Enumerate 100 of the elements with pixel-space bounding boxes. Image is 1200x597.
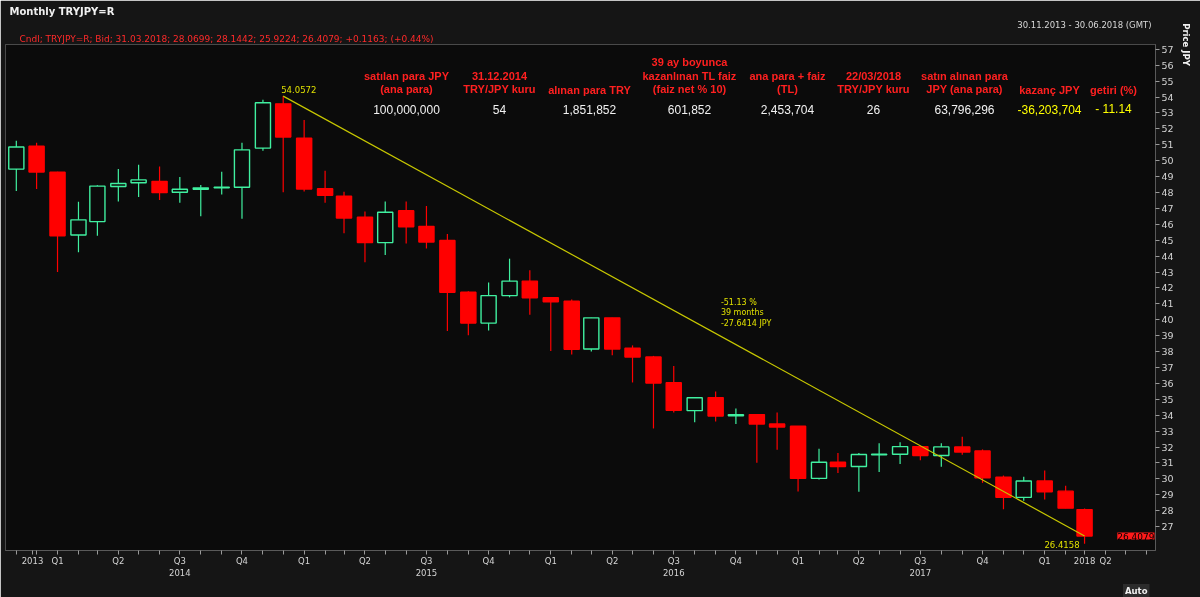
candlestick (171, 176, 189, 204)
x-tick-label: Q2 (1099, 555, 1112, 566)
y-tick-label: 30 (1161, 473, 1174, 485)
candlestick (686, 396, 703, 423)
y-tick-label: 27 (1161, 521, 1174, 533)
x-tick-label: Q4 (729, 555, 742, 566)
annotation: 54 (492, 102, 507, 117)
x-tick-label: Q4 (235, 555, 249, 566)
x-tick-label: Q2 (112, 555, 125, 566)
candlestick (1036, 469, 1053, 501)
candlestick (335, 191, 353, 234)
y-tick-label: 45 (1161, 234, 1174, 246)
y-tick-label: 33 (1161, 425, 1174, 437)
x-tick-label: Q3 2017 (909, 555, 932, 578)
y-tick-label: 31 (1161, 457, 1174, 469)
y-tick-label: 41 (1161, 298, 1174, 310)
annotation: 1,851,852 (562, 102, 617, 117)
y-tick-label: 28 (1161, 505, 1174, 517)
y-tick-label: 48 (1161, 186, 1174, 198)
candlestick (316, 170, 334, 204)
y-tick-label: 44 (1161, 250, 1174, 262)
candlestick (542, 296, 560, 352)
candlestick (213, 171, 230, 195)
annotation: 601,852 (667, 102, 712, 117)
annotation: getiri (%) (1089, 83, 1138, 96)
candlestick (850, 452, 868, 493)
data-label: 54.0572 (281, 85, 317, 96)
annotation: -36,203,704 (1017, 102, 1082, 117)
x-tick-label: Q4 (976, 555, 989, 566)
annotation: 26 (866, 102, 881, 117)
y-tick-label: 36 (1161, 377, 1174, 389)
candlestick (110, 168, 127, 202)
y-tick-label: 55 (1161, 75, 1174, 87)
annotation: alınan para TRY (548, 83, 632, 96)
x-tick-label: Q1 (792, 555, 805, 566)
candlestick (70, 201, 87, 253)
annotation: -51.13 % 39 months -27.6414 JPY (720, 298, 772, 328)
y-tick-label: 52 (1161, 123, 1174, 135)
text: Auto (1124, 586, 1148, 596)
candlestick (829, 452, 847, 474)
annotation: kazanç JPY (1019, 83, 1081, 96)
y-tick-label: 38 (1161, 346, 1174, 358)
y-tick-label: 54 (1161, 91, 1174, 103)
y-tick-label: 37 (1161, 362, 1174, 374)
x-tick-label: 2018 (1073, 555, 1096, 566)
annotation: 31.12.2014 TRY/JPY kuru (463, 69, 536, 96)
candlestick (891, 441, 909, 465)
x-tick-label: Q3 2014 (169, 555, 191, 578)
candlestick (624, 344, 641, 384)
y-tick-label: 53 (1161, 107, 1174, 119)
y-tick-label: 32 (1161, 441, 1174, 453)
annotation: 39 ay boyunca kazanlınan TL faiz (faiz net % 10) (642, 55, 737, 96)
y-tick-label: 42 (1161, 282, 1174, 294)
chart-title: Monthly TRYJPY=R (9, 6, 115, 17)
x-tick-label: Q2 (358, 555, 372, 566)
annotation: satın alınan para JPY (ana para) (921, 69, 1009, 96)
y-tick-label: 47 (1161, 202, 1174, 214)
y-tick-label: 56 (1161, 59, 1174, 71)
y-tick-label: 50 (1161, 155, 1174, 167)
annotation: 22/03/2018 TRY/JPY kuru (837, 69, 910, 96)
candlestick (397, 200, 415, 244)
candlestick (768, 411, 786, 451)
x-tick-label: Q2 (606, 555, 619, 566)
x-tick-label: Q3 2015 (415, 555, 438, 578)
candlestick (521, 269, 539, 316)
candlestick (707, 390, 724, 423)
annotation: 63,796,296 (934, 102, 995, 117)
x-tick-label: Q1 (298, 555, 311, 566)
y-tick-label: 35 (1161, 393, 1174, 405)
x-tick-label: Q1 (1038, 555, 1051, 566)
data-label: 26.4158 (1044, 539, 1080, 550)
candlestick (933, 442, 950, 468)
annotation: 26.4079 (1117, 531, 1155, 542)
candlestick (953, 436, 971, 456)
chart-subtitle: Cndl; TRYJPY=R; Bid; 31.03.2018; 28.0699; 28.1442; 25.9224; 26.4079; +0.1163; (+0.44%) (19, 33, 434, 44)
candlestick (1015, 476, 1033, 502)
x-tick-label: Q4 (482, 555, 495, 566)
y-tick-label: 34 (1161, 409, 1174, 421)
candlestick (130, 164, 147, 198)
candlestick (810, 448, 828, 481)
candlestick (870, 442, 888, 473)
y-tick-label: 43 (1161, 266, 1174, 278)
text: 30.11.2013 - 30.06.2018 (GMT) (1017, 20, 1152, 30)
y-axis-title: Price JPY (1180, 23, 1191, 67)
annotation: satılan para JPY (ana para) (364, 69, 450, 96)
annotation: ana para + faiz (TL) (749, 69, 827, 96)
y-tick-label: 49 (1161, 171, 1174, 183)
candlestick (1057, 485, 1074, 509)
y-tick-label: 46 (1161, 218, 1174, 230)
candlestick (418, 205, 435, 250)
y-tick-label: 40 (1161, 314, 1174, 326)
candlestick (995, 474, 1012, 510)
y-tick-label: 39 (1161, 330, 1174, 342)
annotation: 2,453,704 (760, 102, 815, 117)
annotation: 100,000,000 (373, 102, 441, 117)
x-tick-label: Q1 (544, 555, 557, 566)
y-tick-label: 51 (1161, 139, 1174, 151)
candlestick (151, 165, 168, 201)
y-tick-label: 29 (1161, 489, 1174, 501)
candlestick (192, 184, 210, 217)
